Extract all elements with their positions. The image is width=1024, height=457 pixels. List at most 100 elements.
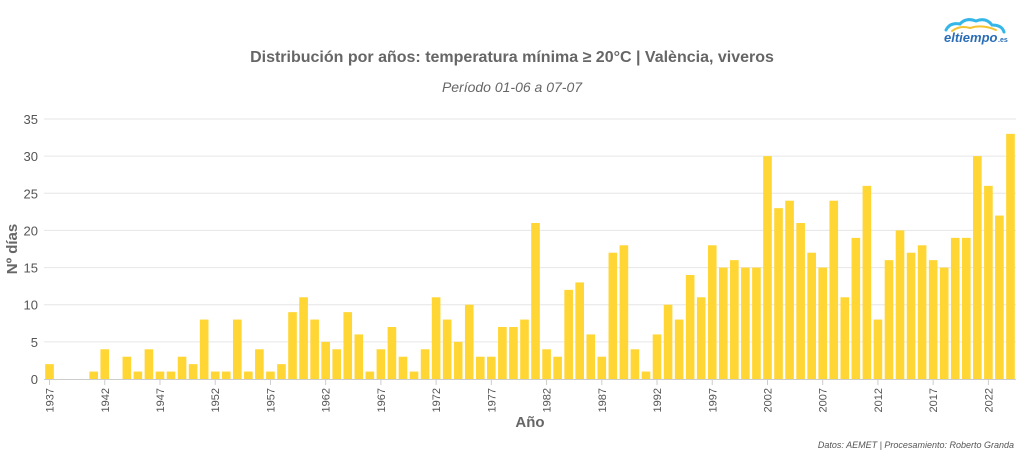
bar-1953[interactable] [221,371,231,379]
bar-1984[interactable] [564,289,573,379]
y-tick-label: 0 [31,372,38,387]
bar-1947[interactable] [155,371,165,379]
bar-2015[interactable] [906,252,916,379]
bar-1971[interactable] [420,349,430,379]
bar-1951[interactable] [199,319,209,379]
bar-2014[interactable] [895,230,905,379]
bar-2022[interactable] [984,185,993,379]
logo-suffix: .es [998,37,1008,44]
bar-2020[interactable] [961,237,971,379]
bar-2018[interactable] [939,267,949,379]
bar-1963[interactable] [332,349,342,379]
bar-1957[interactable] [266,371,275,379]
bar-1956[interactable] [255,349,264,379]
bar-1961[interactable] [310,319,319,379]
x-tick-label: 2022 [983,388,995,412]
bar-1998[interactable] [718,267,728,379]
bar-2021[interactable] [973,156,982,379]
bar-1960[interactable] [299,297,308,379]
bar-1950[interactable] [188,364,198,379]
bar-1989[interactable] [619,245,629,379]
bar-1991[interactable] [641,371,651,379]
bar-1965[interactable] [354,334,364,379]
bar-2013[interactable] [884,260,894,379]
bar-1949[interactable] [177,356,187,379]
bar-2001[interactable] [752,267,761,379]
bar-2024[interactable] [1006,133,1015,379]
bar-1944[interactable] [122,356,132,379]
bar-2007[interactable] [818,267,828,379]
bar-1970[interactable] [409,371,419,379]
bar-2016[interactable] [917,245,927,379]
bar-1980[interactable] [520,319,529,379]
bar-2009[interactable] [840,297,850,379]
y-tick-label: 10 [24,298,38,313]
bar-2008[interactable] [829,200,839,379]
bar-1941[interactable] [89,371,99,379]
x-tick-label: 2007 [818,388,830,412]
bar-1973[interactable] [442,319,452,379]
bar-2011[interactable] [862,185,872,379]
bar-1945[interactable] [133,371,143,379]
x-tick-label: 1962 [321,388,333,412]
x-tick-label: 1947 [155,388,167,412]
bar-1948[interactable] [166,371,176,379]
bar-2006[interactable] [807,252,816,379]
bar-1976[interactable] [475,356,485,379]
bar-1979[interactable] [509,327,518,379]
bar-2003[interactable] [774,208,783,379]
bar-1968[interactable] [387,327,397,379]
bar-2023[interactable] [995,215,1004,379]
bar-1977[interactable] [487,356,496,379]
bar-1958[interactable] [277,364,286,379]
bar-1952[interactable] [210,371,220,379]
bar-1972[interactable] [431,297,441,379]
bar-1994[interactable] [674,319,684,379]
bar-1962[interactable] [321,341,330,379]
bar-1967[interactable] [376,349,386,379]
bar-2019[interactable] [950,237,960,379]
bar-1942[interactable] [100,349,110,379]
bar-1999[interactable] [730,260,739,379]
bar-1955[interactable] [244,371,253,379]
bar-1964[interactable] [343,312,353,379]
x-tick-label: 2017 [928,388,940,412]
bar-1987[interactable] [597,356,607,379]
bar-1954[interactable] [232,319,242,379]
bar-1959[interactable] [288,312,297,379]
bar-2000[interactable] [741,267,750,379]
bar-2017[interactable] [928,260,938,379]
bar-1995[interactable] [685,275,695,379]
bar-2010[interactable] [851,237,861,379]
bar-1981[interactable] [531,223,540,379]
bar-1996[interactable] [696,297,706,379]
bar-1997[interactable] [707,245,717,379]
bar-2012[interactable] [873,319,883,379]
bar-2005[interactable] [796,223,805,379]
logo-text: eltiempo [944,30,998,45]
x-tick-label: 2002 [762,388,774,412]
bar-1969[interactable] [398,356,408,379]
x-axis-ticks: 1937 1942 1947 1952 1957 1962 1967 1972 1977 1982… [45,379,995,412]
bar-2002[interactable] [763,156,772,379]
y-tick-label: 25 [24,186,38,201]
bar-1966[interactable] [365,371,375,379]
bar-1974[interactable] [453,341,463,379]
bar-1983[interactable] [553,356,562,379]
y-axis-ticks: 0 5 10 15 20 25 30 35 [24,112,38,387]
bar-1990[interactable] [630,349,640,379]
bar-1982[interactable] [542,349,551,379]
bar-1986[interactable] [586,334,596,379]
rainbow-icon [951,25,997,32]
bar-1937[interactable] [45,364,54,379]
bar-1975[interactable] [464,304,474,379]
bar-2004[interactable] [785,200,794,379]
bar-1978[interactable] [498,327,507,379]
y-axis-label: Nº días [4,224,21,275]
bar-1946[interactable] [144,349,154,379]
bar-1993[interactable] [663,304,673,379]
eltiempo-logo[interactable]: eltiempo .es [944,18,1008,45]
bar-1985[interactable] [575,282,585,379]
bar-1988[interactable] [608,252,618,379]
bar-1992[interactable] [652,334,662,379]
